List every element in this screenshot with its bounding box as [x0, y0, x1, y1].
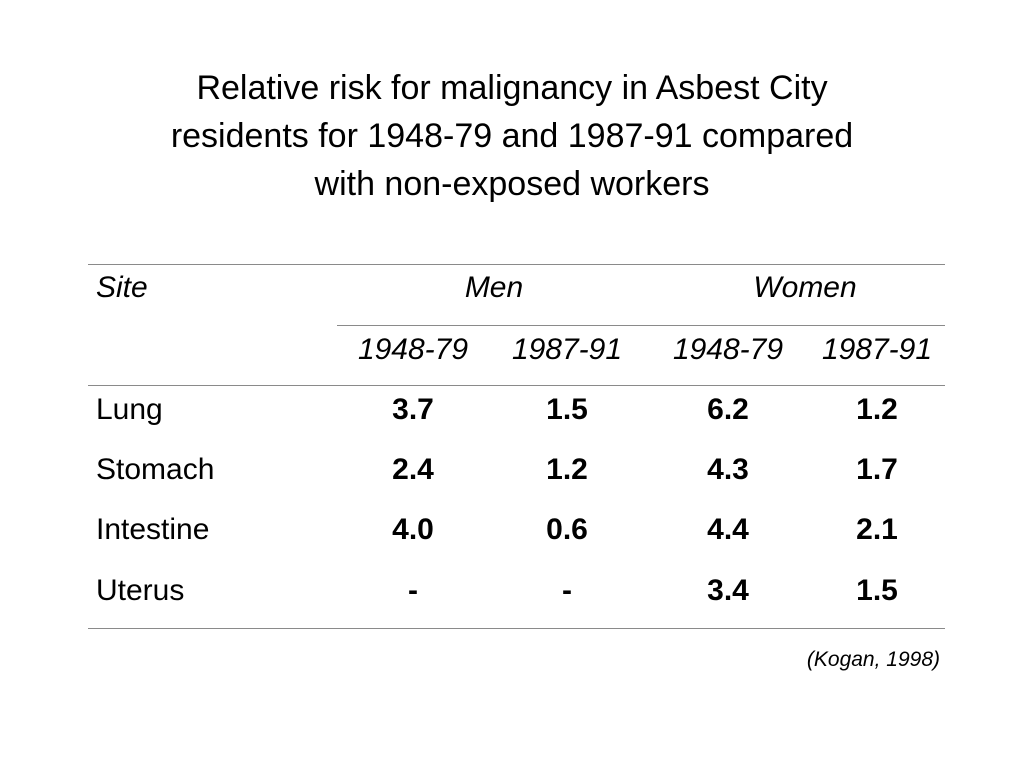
row-site-label: Uterus	[96, 574, 185, 607]
value-cell: 1.5	[546, 393, 588, 426]
value-cell: 1.7	[856, 453, 898, 486]
value-cell: 1.2	[856, 393, 898, 426]
value-cell: 1.5	[856, 574, 898, 607]
group-underline-rule	[337, 325, 945, 326]
value-cell: 6.2	[707, 393, 749, 426]
row-site-label: Lung	[96, 393, 163, 426]
value-cell: -	[562, 574, 572, 607]
value-cell: 1.2	[546, 453, 588, 486]
header-bottom-rule	[88, 385, 945, 386]
title-line-1: Relative risk for malignancy in Asbest C…	[196, 69, 828, 107]
value-cell: 4.4	[707, 513, 749, 546]
value-cell: 4.0	[392, 513, 434, 546]
title-line-3: with non-exposed workers	[314, 165, 710, 203]
row-site-label: Intestine	[96, 513, 210, 546]
period-header: 1948-79	[672, 333, 784, 366]
group-header-men: Men	[464, 271, 524, 304]
source-citation: (Kogan, 1998)	[806, 648, 940, 671]
table-top-rule	[88, 264, 945, 265]
value-cell: -	[408, 574, 418, 607]
period-header: 1987-91	[511, 333, 623, 366]
group-header-women: Women	[753, 271, 857, 304]
value-cell: 2.1	[856, 513, 898, 546]
title-line-2: residents for 1948-79 and 1987-91 compar…	[170, 117, 854, 155]
period-header: 1987-91	[821, 333, 933, 366]
value-cell: 2.4	[392, 453, 434, 486]
slide-title: Relative risk for malignancy in Asbest C…	[0, 64, 1024, 208]
value-cell: 3.4	[707, 574, 749, 607]
row-site-label: Stomach	[96, 453, 215, 486]
value-cell: 0.6	[546, 513, 588, 546]
value-cell: 3.7	[392, 393, 434, 426]
table-bottom-rule	[88, 628, 945, 629]
period-header: 1948-79	[357, 333, 469, 366]
site-column-header: Site	[96, 271, 148, 304]
value-cell: 4.3	[707, 453, 749, 486]
